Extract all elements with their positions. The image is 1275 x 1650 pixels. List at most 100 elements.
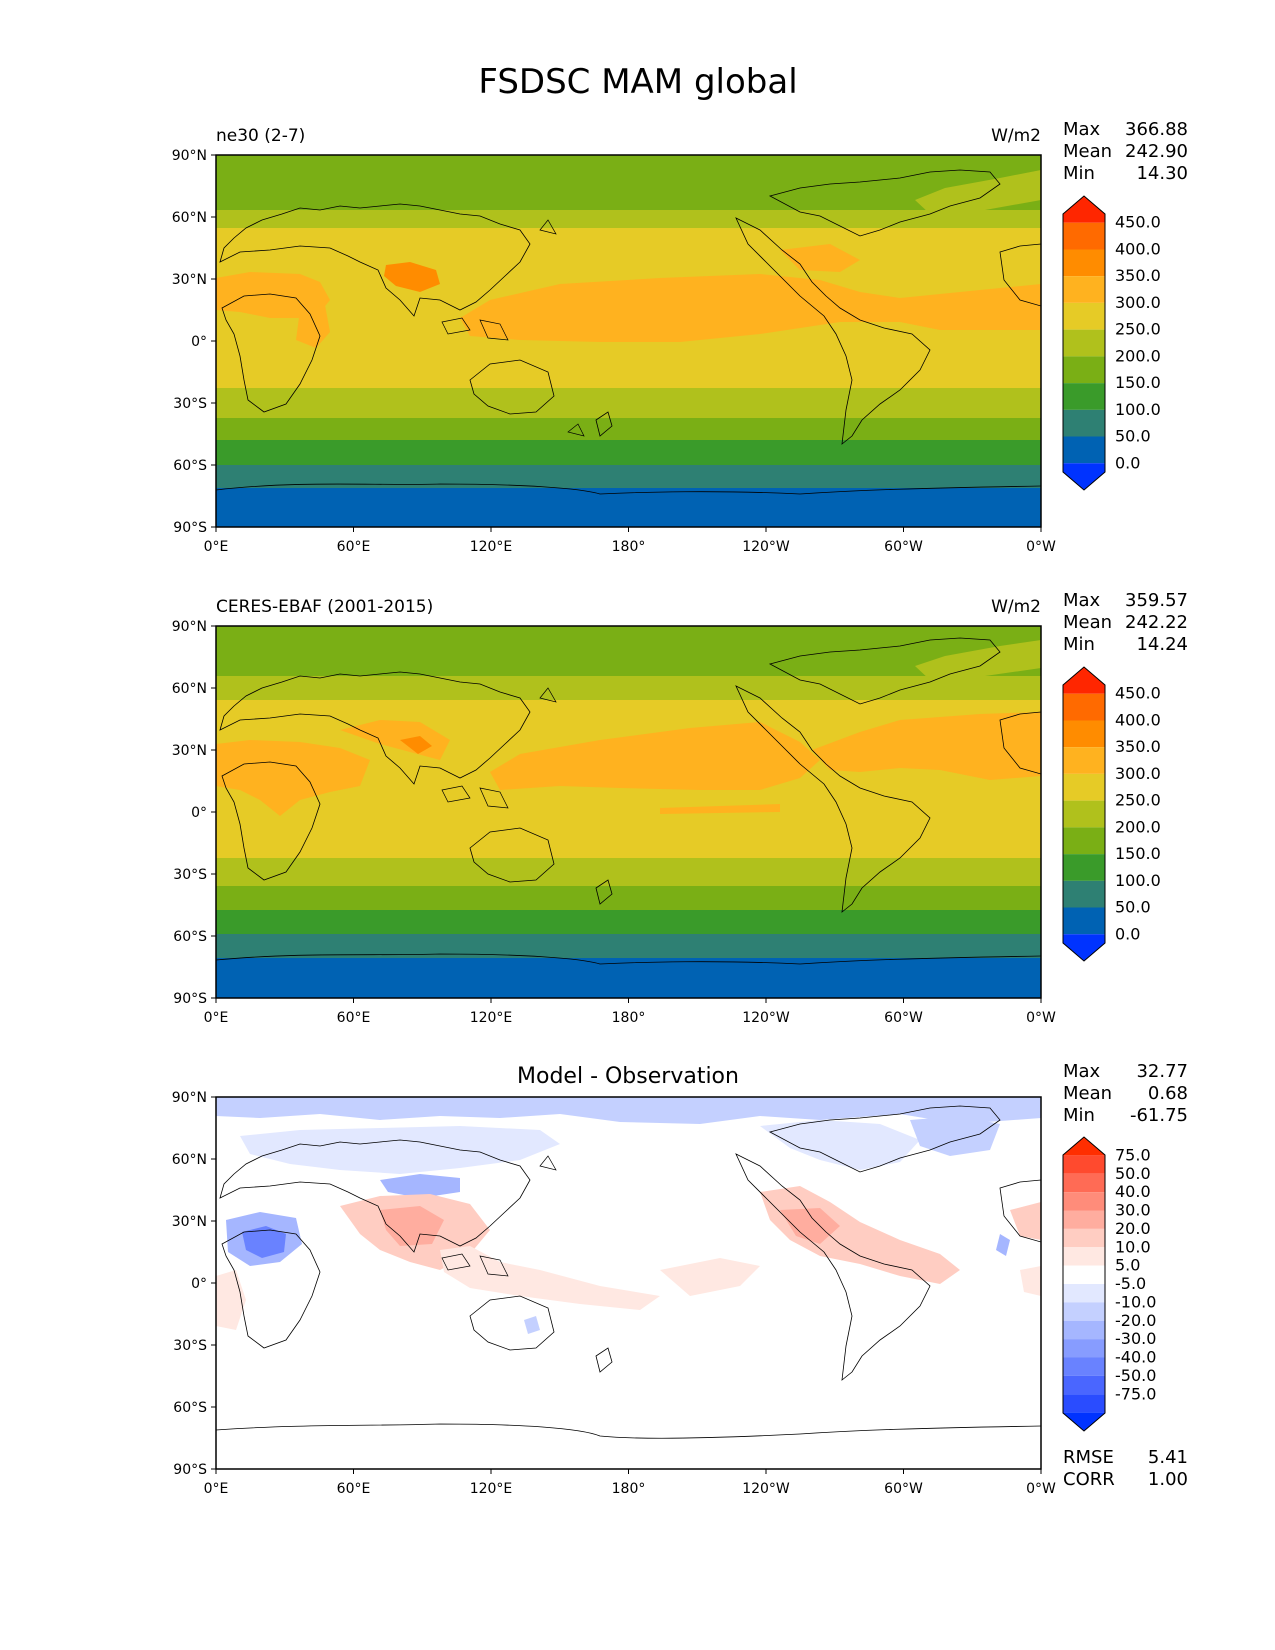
stat-value-max: 366.88 (1125, 119, 1188, 140)
colorbar-level-label: -5.0 (1115, 1274, 1146, 1293)
colorbar-segment (1063, 693, 1105, 721)
colorbar-level-label: 250.0 (1115, 320, 1161, 339)
colorbar-segment (1063, 196, 1105, 223)
lon-tick-label: 60°W (884, 1010, 923, 1026)
panel-observation: CERES-EBAF (2001-2015) W/m2 90°N 60°N 30°N… (172, 590, 1188, 1026)
lat-tick-label: 30°S (173, 867, 207, 883)
colorbar-segment (1063, 383, 1105, 410)
lon-tick-label: 180° (612, 1010, 646, 1026)
stat-value-mean: 0.68 (1148, 1083, 1188, 1104)
colorbar-segment (1063, 1320, 1105, 1340)
panel-title-left: CERES-EBAF (2001-2015) (216, 597, 433, 617)
lon-tick-label: 60°W (884, 1481, 923, 1497)
lat-tick-label: 90°N (172, 1090, 207, 1106)
colorbar-segment (1063, 1137, 1105, 1156)
colorbar-level-label: 30.0 (1115, 1201, 1151, 1220)
colorbar: 450.0 400.0 350.0 300.0 250.0 200.0 150.0 100.0… (1062, 195, 1161, 491)
panel-units: W/m2 (991, 126, 1041, 146)
colorbar-level-label: 50.0 (1115, 427, 1151, 446)
colorbar-level-label: 5.0 (1115, 1256, 1140, 1275)
colorbar-segment (1063, 463, 1105, 490)
lon-tick-label: 0°E (204, 1481, 229, 1497)
colorbar-level-label: 150.0 (1115, 844, 1161, 863)
colorbar-level-label: 0.0 (1115, 453, 1140, 472)
stat-label-mean: Mean (1063, 612, 1112, 633)
metrics-block: RMSE 5.41 CORR 1.00 (1063, 1447, 1188, 1490)
lon-tick-label: 120°W (742, 1481, 790, 1497)
lon-tick-label: 60°W (884, 539, 923, 555)
colorbar-segment (1063, 1412, 1105, 1431)
lat-tick-label: 30°N (172, 272, 207, 288)
colorbar-level-label: 450.0 (1115, 684, 1161, 703)
colorbar-segment (1063, 222, 1105, 250)
colorbar-segment (1063, 1210, 1105, 1229)
lat-tick-label: 90°S (173, 991, 207, 1007)
stat-label-max: Max (1063, 590, 1101, 611)
lon-tick-label: 60°E (337, 1010, 371, 1026)
axis-ticks: 90°N 60°N 30°N 0° 30°S 60°S 90°S 0°E 60°E 120°E 18… (172, 148, 1056, 555)
lon-tick-label: 0°W (1026, 1481, 1056, 1497)
colorbar-outline (1062, 195, 1106, 491)
colorbar-segment (1063, 720, 1105, 748)
lat-tick-label: 0° (191, 1276, 207, 1292)
colorbar-level-label: -40.0 (1115, 1348, 1156, 1367)
colorbar-level-label: 350.0 (1115, 266, 1161, 285)
colorbar-segment (1063, 409, 1105, 437)
lat-tick-label: 60°N (172, 210, 207, 226)
colorbar: 450.0 400.0 350.0 300.0 250.0 200.0 150.0 100.0… (1062, 666, 1161, 962)
colorbar: 75.050.040.030.020.010.05.0-5.0-10.0-20.… (1062, 1136, 1156, 1432)
lat-tick-label: 30°S (173, 396, 207, 412)
stat-value-mean: 242.22 (1125, 612, 1188, 633)
colorbar-level-label: 75.0 (1115, 1145, 1151, 1164)
colorbar-segment (1063, 436, 1105, 464)
colorbar-segment (1063, 1247, 1105, 1266)
colorbar-segment (1063, 1284, 1105, 1303)
lat-tick-label: 30°N (172, 1214, 207, 1230)
colorbar-segment (1063, 1394, 1105, 1413)
colorbar-segment (1063, 934, 1105, 961)
lat-tick-label: 30°S (173, 1338, 207, 1354)
colorbar-segment (1063, 1173, 1105, 1193)
colorbar-level-label: 50.0 (1115, 898, 1151, 917)
colorbar-level-label: -20.0 (1115, 1311, 1156, 1330)
lon-tick-label: 120°W (742, 539, 790, 555)
colorbar-level-label: 300.0 (1115, 293, 1161, 312)
stat-value-max: 359.57 (1125, 590, 1188, 611)
panel-model: ne30 (2-7) W/m2 90°N60°N30°N0°30°S60°S90… (172, 119, 1188, 555)
colorbar-segment (1063, 1357, 1105, 1376)
lon-tick-label: 0°E (204, 1010, 229, 1026)
stats-block: Max 366.88 Mean 242.90 Min 14.30 (1063, 119, 1188, 184)
colorbar-segment (1063, 356, 1105, 384)
colorbar-level-label: -30.0 (1115, 1329, 1156, 1348)
colorbar-level-label: -75.0 (1115, 1384, 1156, 1403)
colorbar-segment (1063, 276, 1105, 303)
lon-tick-label: 120°E (470, 539, 513, 555)
stat-label-min: Min (1063, 1105, 1095, 1126)
stats-block: Max 32.77 Mean 0.68 Min -61.75 (1063, 1061, 1188, 1126)
panel-units: W/m2 (991, 597, 1041, 617)
colorbar-segment (1063, 880, 1105, 908)
colorbar-level-label: 350.0 (1115, 737, 1161, 756)
lat-tick-label: 60°S (173, 1400, 207, 1416)
colorbar-level-label: 300.0 (1115, 764, 1161, 783)
colorbar-level-label: 250.0 (1115, 791, 1161, 810)
colorbar-level-label: 400.0 (1115, 239, 1161, 258)
metric-label-rmse: RMSE (1063, 1447, 1114, 1468)
lat-tick-label: 90°S (173, 520, 207, 536)
axis-ticks: 90°N 60°N 30°N 0° 30°S 60°S 90°S 0°E 60°E 120°E 18… (172, 1090, 1056, 1497)
colorbar-segment (1063, 249, 1105, 277)
colorbar-outline (1062, 666, 1106, 962)
stat-label-min: Min (1063, 163, 1095, 184)
panel-difference: Model - Observation 90°N 60°N 30°N 0° 30°S 60… (172, 1061, 1188, 1497)
stat-label-mean: Mean (1063, 1083, 1112, 1104)
colorbar-level-label: -50.0 (1115, 1366, 1156, 1385)
lon-tick-label: 0°W (1026, 1010, 1056, 1026)
metric-value-rmse: 5.41 (1148, 1447, 1188, 1468)
colorbar-level-label: -10.0 (1115, 1292, 1156, 1311)
colorbar-segment (1063, 329, 1105, 357)
colorbar-segment (1063, 1265, 1105, 1284)
colorbar-level-label: 50.0 (1115, 1164, 1151, 1183)
colorbar-level-label: 100.0 (1115, 871, 1161, 890)
colorbar-level-label: 100.0 (1115, 400, 1161, 419)
